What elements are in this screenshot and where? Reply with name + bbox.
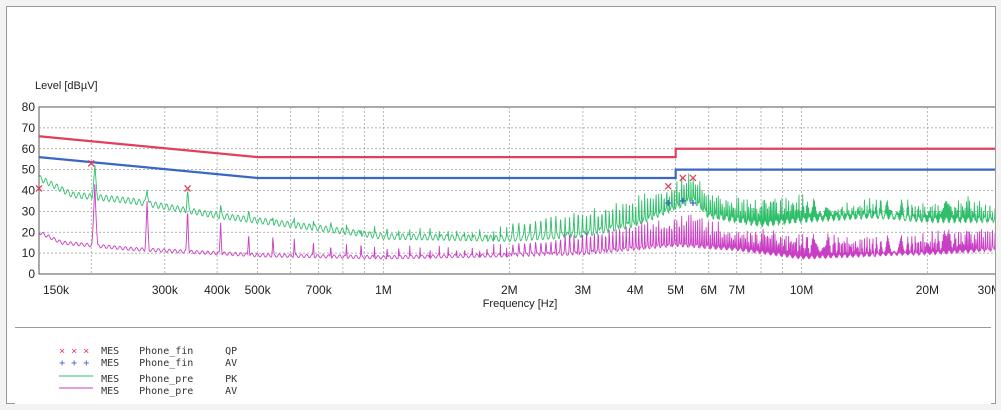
legend-source: MES xyxy=(101,346,120,357)
series-line-phone-pre-pk xyxy=(38,164,995,242)
limit-line-qp xyxy=(38,135,995,159)
y-tick-label: 20 xyxy=(22,225,36,239)
marker-av-plus xyxy=(689,200,696,207)
marker-qp-x xyxy=(87,159,95,167)
emi-spectrum-chart: 0 10 20 30 40 50 60 70 80 150k 300k 400k 500k 700k 1M 2… xyxy=(22,80,995,310)
legend-series-name: Phone_fin xyxy=(139,346,194,357)
y-tick-label: 30 xyxy=(22,204,36,218)
x-axis-label: Frequency [Hz] xyxy=(483,298,558,310)
x-tick-label: 5M xyxy=(667,283,684,297)
y-tick-label: 70 xyxy=(22,121,36,135)
marker-qp-x xyxy=(689,174,697,182)
legend-symbol-x-markers: × × × xyxy=(59,346,90,357)
legend-series-name: Phone_fin xyxy=(139,358,194,369)
legend-source: MES xyxy=(101,386,120,397)
legend-entry-phone-fin-av: + + + MES Phone_fin AV xyxy=(23,346,237,369)
legend-symbol-magenta-line xyxy=(59,382,101,398)
marker-av-plus xyxy=(665,200,672,207)
x-tick-label: 3M xyxy=(575,283,592,297)
x-tick-label: 400k xyxy=(204,283,231,297)
limit-line-av xyxy=(38,156,995,180)
legend: × × × MES Phone_fin QP + + + MES Phone_fin AV … xyxy=(15,327,991,404)
x-tick-label: 6M xyxy=(700,283,717,297)
marker-qp-x xyxy=(184,184,192,192)
marker-qp-x xyxy=(664,182,672,190)
x-tick-label: 2M xyxy=(501,283,518,297)
y-tick-label: 40 xyxy=(22,184,36,198)
y-axis-label: Level [dBµV] xyxy=(35,80,98,92)
x-tick-label: 10M xyxy=(790,283,813,297)
y-tick-label: 50 xyxy=(22,163,36,177)
y-tick-label: 0 xyxy=(28,267,35,281)
y-tick-label: 80 xyxy=(22,100,36,114)
series-line-phone-pre-av xyxy=(38,184,995,260)
marker-qp-x xyxy=(35,184,43,192)
chart-frame: 0 10 20 30 40 50 60 70 80 150k 300k 400k 500k 700k 1M 2… xyxy=(6,6,996,404)
legend-source: MES xyxy=(101,358,120,369)
y-tick-label: 10 xyxy=(22,246,36,260)
legend-entry-phone-pre-av: MES Phone_pre AV xyxy=(23,370,237,397)
legend-entry-phone-fin-qp: × × × MES Phone_fin QP xyxy=(23,334,237,357)
legend-entry-phone-pre-pk: MES Phone_pre PK xyxy=(23,358,237,385)
marker-qp-x xyxy=(679,174,687,182)
x-tick-label: 20M xyxy=(916,283,939,297)
legend-source: MES xyxy=(101,374,120,385)
legend-detector: AV xyxy=(225,386,238,397)
legend-symbol-plus-markers: + + + xyxy=(59,358,90,369)
x-tick-label: 4M xyxy=(627,283,644,297)
marker-av-plus xyxy=(679,197,686,204)
legend-series-name: Phone_pre xyxy=(139,374,194,385)
x-tick-label: 700k xyxy=(306,283,333,297)
x-tick-label: 1M xyxy=(375,283,392,297)
x-tick-label: 300k xyxy=(152,283,179,297)
legend-detector: QP xyxy=(225,346,238,357)
legend-series-name: Phone_pre xyxy=(139,386,194,397)
legend-detector: AV xyxy=(225,358,238,369)
legend-symbol-green-line xyxy=(59,370,101,386)
legend-detector: PK xyxy=(225,374,238,385)
x-tick-label: 7M xyxy=(728,283,745,297)
x-tick-label: 150k xyxy=(43,283,70,297)
x-tick-label: 500k xyxy=(245,283,272,297)
y-tick-label: 60 xyxy=(22,142,36,156)
x-tick-label: 30M xyxy=(978,283,995,297)
